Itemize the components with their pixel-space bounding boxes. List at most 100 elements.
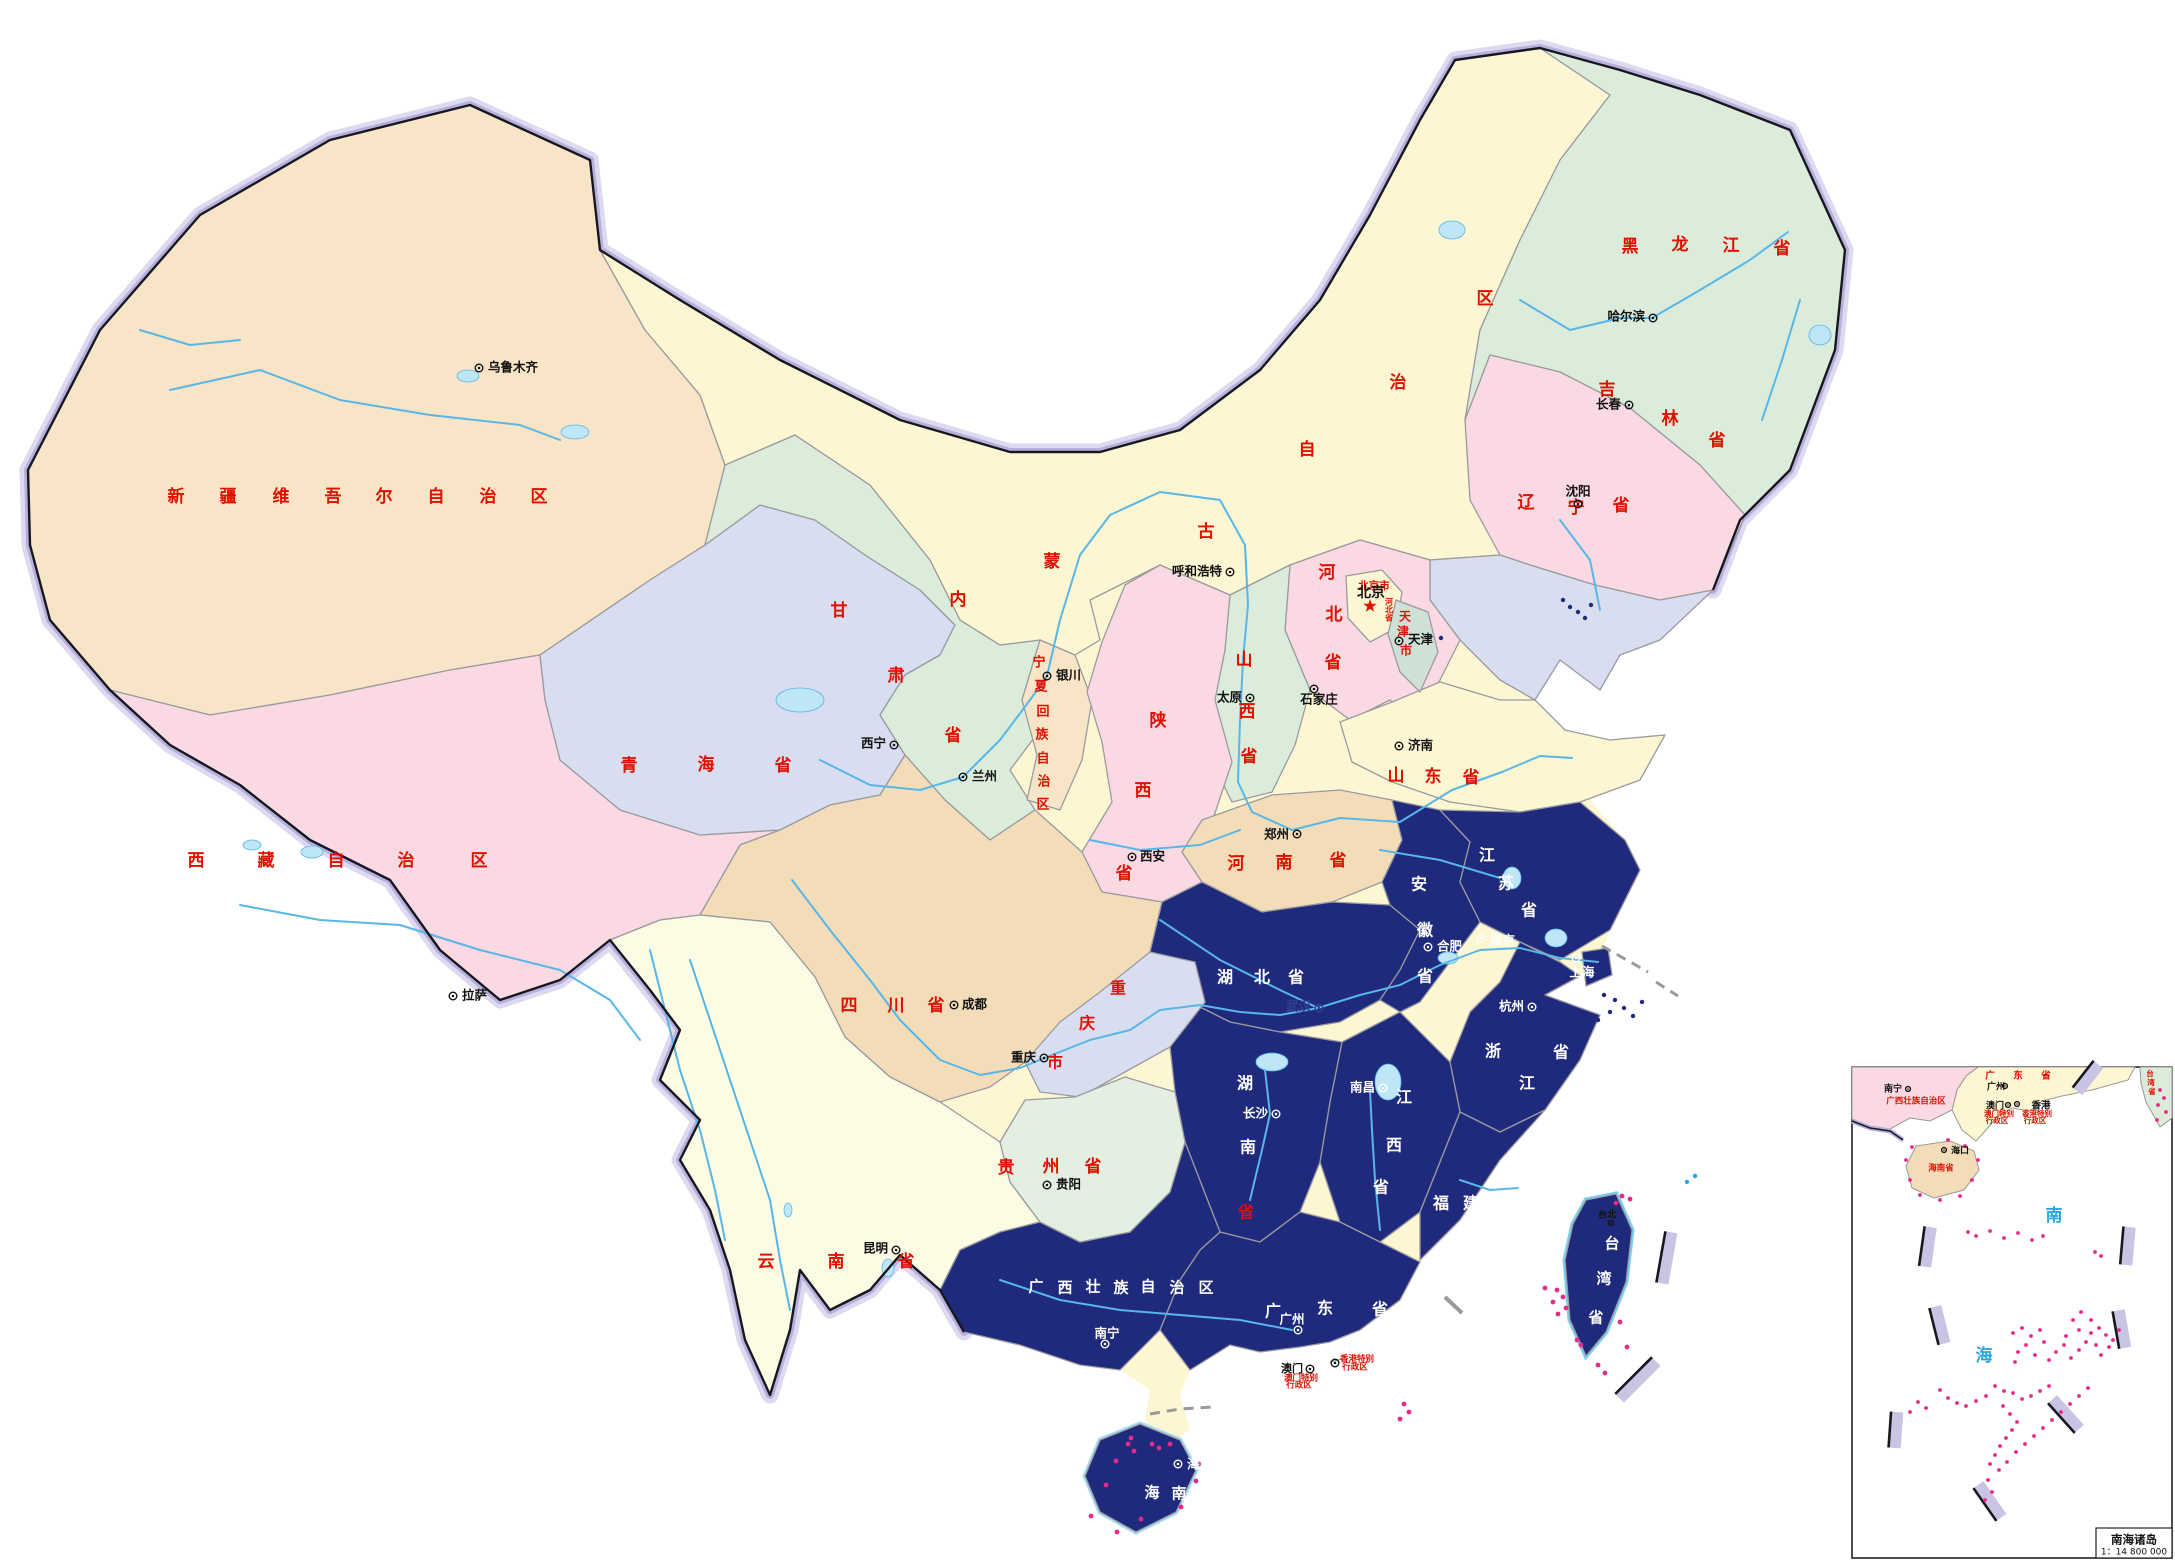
city-marker-dot bbox=[1521, 1187, 1525, 1191]
label-neimenggu: 内 bbox=[950, 589, 967, 610]
island-dot bbox=[1103, 1482, 1109, 1488]
province-jiangsu bbox=[1439, 801, 1641, 961]
island-dot bbox=[1574, 1337, 1580, 1343]
dash-line-segment bbox=[1655, 1231, 1678, 1285]
inset-island-dot bbox=[2099, 1254, 2103, 1258]
inset-island-dot bbox=[1976, 1158, 1980, 1162]
city-marker-dot bbox=[1530, 1005, 1534, 1009]
label-shandong: 山 bbox=[1388, 766, 1405, 786]
label-hubei: 省 bbox=[1287, 968, 1304, 987]
inset-island-dot bbox=[2062, 1343, 2066, 1347]
inset-label: 台 bbox=[2146, 1068, 2154, 1078]
label-hainan: 南 bbox=[1171, 1485, 1186, 1503]
city-marker-dot bbox=[1576, 502, 1580, 506]
city-marker-ring bbox=[2001, 1082, 2009, 1090]
city-marker-ring bbox=[2004, 1101, 2012, 1109]
inset-island-dot bbox=[2047, 1384, 2051, 1388]
inset-island-dot bbox=[2041, 1426, 2045, 1430]
inset-label: 海南省 bbox=[1928, 1163, 1954, 1174]
province-shanghai bbox=[1581, 947, 1613, 987]
island-dot bbox=[1619, 1193, 1625, 1199]
city-marker-ring bbox=[1225, 567, 1235, 577]
inset-label: 行政区 bbox=[2023, 1115, 2047, 1125]
inset-label: 南 bbox=[2046, 1205, 2063, 1226]
inset-island-dot bbox=[2099, 1353, 2103, 1357]
inset-taiwan bbox=[2139, 1066, 2173, 1128]
city-marker-ring bbox=[1271, 1109, 1281, 1119]
island-dot bbox=[1167, 1441, 1173, 1447]
city-天津: 天津 bbox=[1408, 632, 1434, 647]
inset-island-dot bbox=[2041, 1234, 2045, 1238]
label-shaanxi: 西 bbox=[1135, 781, 1152, 801]
city-拉萨: 拉萨 bbox=[462, 988, 488, 1003]
city-郑州: 郑州 bbox=[1264, 827, 1289, 842]
province-chongqing bbox=[1024, 951, 1206, 1098]
city-marker-ring bbox=[949, 1000, 959, 1010]
city-marker-dot bbox=[1479, 936, 1483, 940]
label-hebei: 省 bbox=[1324, 652, 1342, 673]
label-guizhou: 省 bbox=[1084, 1156, 1102, 1177]
inset-island-dot bbox=[2020, 1397, 2024, 1401]
inset-island-dot bbox=[1964, 1404, 1968, 1408]
label-neimenggu: 古 bbox=[1198, 521, 1215, 542]
city-marker-dot bbox=[2007, 1104, 2009, 1106]
island-dot bbox=[1601, 992, 1607, 998]
province-fujian bbox=[1419, 1109, 1546, 1261]
label-zhejiang: 省 bbox=[1552, 1043, 1569, 1062]
label-jilin: 林 bbox=[1662, 408, 1679, 429]
city-marker-dot bbox=[1176, 1462, 1180, 1466]
island-dot bbox=[1560, 1294, 1566, 1300]
label-macau-sar: 澳门特别 bbox=[1284, 1373, 1318, 1384]
label-qinghai: 省 bbox=[774, 755, 792, 776]
inset-island-dot bbox=[2002, 1389, 2006, 1393]
label-hebei-pointer: 北 bbox=[1385, 605, 1393, 615]
city-沈阳: 沈阳 bbox=[1565, 484, 1590, 499]
city-marker-dot bbox=[2004, 1085, 2006, 1087]
inset-island-dot bbox=[1974, 1399, 1978, 1403]
city-台北: 台北 bbox=[1598, 1209, 1616, 1221]
island-dot bbox=[1602, 1370, 1608, 1376]
label-guangxi: 西 bbox=[1057, 1279, 1072, 1297]
label-guangxi: 区 bbox=[1198, 1279, 1213, 1297]
inset-island-dot bbox=[2155, 1118, 2159, 1122]
inset-island-dot bbox=[2038, 1328, 2042, 1332]
city-marker-ring bbox=[1292, 829, 1302, 839]
inset-label: 广西壮族自治区 bbox=[1886, 1096, 1946, 1107]
province-hainan bbox=[1084, 1423, 1197, 1533]
inset-label: 省 bbox=[2147, 1086, 2156, 1096]
label-guangxi: 自 bbox=[1140, 1278, 1155, 1296]
dash-line-segment bbox=[1917, 1226, 1937, 1268]
city-marker-dot bbox=[1274, 1112, 1278, 1116]
inset-island-dot bbox=[2104, 1333, 2108, 1337]
inset-island-dot bbox=[1918, 1193, 1922, 1197]
inset-island-dot bbox=[2042, 1340, 2046, 1344]
label-xinjiang: 尔 bbox=[376, 486, 393, 507]
label-hongkong-sar: 香港特别 bbox=[1339, 1354, 1374, 1365]
label-henan: 南 bbox=[1276, 852, 1293, 873]
label-liaoning: 辽 bbox=[1518, 493, 1536, 513]
island-dot bbox=[1114, 1529, 1120, 1535]
dash-line-segment bbox=[2118, 1226, 2136, 1266]
city-昆明: 昆明 bbox=[863, 1241, 888, 1256]
label-taiwan: 湾 bbox=[1596, 1270, 1611, 1288]
city-marker-dot bbox=[451, 994, 455, 998]
dash-line-segment bbox=[2071, 1059, 2104, 1096]
label-macau-sar: 行政区 bbox=[1285, 1380, 1312, 1391]
inset-label: 香港 bbox=[2030, 1100, 2051, 1112]
city-marker-dot bbox=[1312, 687, 1316, 691]
city-marker-ring bbox=[1476, 933, 1486, 943]
inset-island-dot bbox=[1983, 1498, 1987, 1502]
inset-island-dot bbox=[1966, 1230, 1970, 1234]
label-guangxi: 壮 bbox=[1085, 1278, 1100, 1296]
label-hebei: 北 bbox=[1326, 605, 1343, 625]
city-marker-dot bbox=[1943, 1149, 1945, 1151]
inset-island-dot bbox=[2029, 1394, 2033, 1398]
city-marker-dot bbox=[1651, 316, 1655, 320]
label-xinjiang: 疆 bbox=[220, 487, 237, 507]
inset-hainan bbox=[1905, 1140, 1980, 1199]
island-dot bbox=[1550, 1299, 1556, 1305]
city-济南: 济南 bbox=[1408, 738, 1434, 753]
city-marker-ring bbox=[1940, 1146, 1948, 1154]
inset-island-dot bbox=[1963, 1144, 1967, 1148]
